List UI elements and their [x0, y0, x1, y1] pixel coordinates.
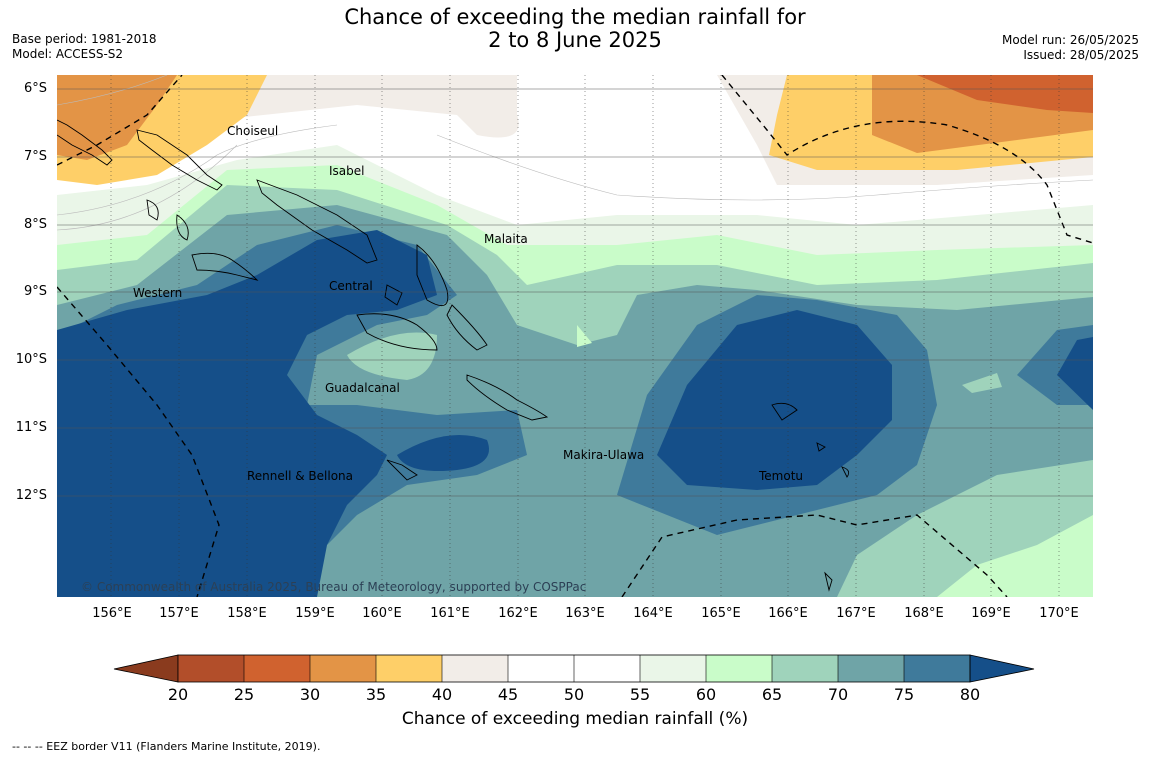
colorbar-30-35: [310, 655, 376, 682]
lon-label-167e: 167°E: [836, 606, 876, 621]
fill-above-80-west: [57, 230, 437, 597]
fill-above-80-mid: [397, 435, 489, 471]
fill-65-70-small: [962, 373, 1002, 393]
base-period: Base period: 1981-2018: [12, 32, 157, 46]
parallel-lines: [57, 88, 1093, 497]
map-title-line2: 2 to 8 June 2025: [488, 28, 662, 52]
colorbar-70-75: [838, 655, 904, 682]
colorbar-tick-50: 50: [563, 685, 585, 704]
colorbar-75-80: [904, 655, 970, 682]
colorbar-55-60: [640, 655, 706, 682]
map-title-line1: Chance of exceeding the median rainfall …: [344, 5, 806, 29]
colorbar-tick-60: 60: [695, 685, 717, 704]
colorbar-tick-65: 65: [761, 685, 783, 704]
lon-label-161e: 161°E: [430, 606, 470, 621]
region-label-makira-ulawa: Makira-Ulawa: [563, 448, 644, 462]
colorbar-tick-55: 55: [629, 685, 651, 704]
rainfall-probability-map: Choiseul Isabel Malaita Central Western …: [57, 75, 1093, 597]
eez-borders: [57, 75, 1093, 597]
lon-label-166e: 166°E: [768, 606, 808, 621]
lon-label-160e: 160°E: [362, 606, 402, 621]
region-label-rennell-bellona: Rennell & Bellona: [247, 469, 353, 483]
lat-label-6s: 6°S: [23, 81, 47, 96]
colorbar-tick-30: 30: [299, 685, 321, 704]
fill-60-65-se: [937, 515, 1093, 597]
colorbar-tick-45: 45: [497, 685, 519, 704]
region-label-isabel: Isabel: [329, 164, 364, 178]
colorbar-tick-25: 25: [233, 685, 255, 704]
model-run: Model run: 26/05/2025: [1001, 33, 1139, 47]
lat-label-9s: 9°S: [23, 284, 47, 299]
region-label-central: Central: [329, 279, 373, 293]
lon-label-164e: 164°E: [633, 606, 673, 621]
colorbar-45-50: [508, 655, 574, 682]
lon-label-169e: 169°E: [971, 606, 1011, 621]
colorbar-60-65: [706, 655, 772, 682]
colorbar-tick-70: 70: [827, 685, 849, 704]
fill-above-80-east: [657, 310, 892, 490]
coastlines: [57, 119, 850, 592]
colorbar-65-70: [772, 655, 838, 682]
lat-label-7s: 7°S: [23, 149, 47, 164]
colorbar-tick-20: 20: [167, 685, 189, 704]
colorbar-35-40: [376, 655, 442, 682]
colorbar-25-30: [244, 655, 310, 682]
colorbar-over-triangle: [969, 654, 1035, 683]
lon-label-156e: 156°E: [92, 606, 132, 621]
region-label-malaita: Malaita: [484, 232, 528, 246]
colorbar-40-45: [442, 655, 508, 682]
copyright-notice: © Commonwealth of Australia 2025, Bureau…: [81, 580, 586, 594]
lon-label-170e: 170°E: [1039, 606, 1079, 621]
colorbar-title: Chance of exceeding median rainfall (%): [401, 709, 749, 729]
colorbar-under-triangle: [113, 654, 179, 683]
lon-label-163e: 163°E: [565, 606, 605, 621]
lat-label-8s: 8°S: [23, 217, 47, 232]
lat-label-12s: 12°S: [15, 488, 47, 503]
fill-25-30-ne: [917, 75, 1093, 113]
lon-label-157e: 157°E: [159, 606, 199, 621]
colorbar-20-25: [178, 655, 244, 682]
colorbar: [113, 654, 1035, 683]
lat-label-11s: 11°S: [15, 420, 47, 435]
fill-above-80-far-east: [1057, 337, 1093, 410]
eez-footnote: -- -- -- EEZ border V11 (Flanders Marine…: [12, 740, 321, 753]
meridian-lines: [110, 75, 1060, 597]
fill-65-70-guadalcanal: [347, 332, 437, 380]
colorbar-tick-35: 35: [365, 685, 387, 704]
region-label-temotu: Temotu: [758, 469, 803, 483]
region-label-guadalcanal: Guadalcanal: [325, 381, 400, 395]
fill-60-65-spot: [577, 325, 592, 347]
colorbar-tick-75: 75: [893, 685, 915, 704]
lon-label-168e: 168°E: [904, 606, 944, 621]
contour-fills: [57, 75, 1093, 597]
colorbar-tick-80: 80: [959, 685, 981, 704]
model-name: Model: ACCESS-S2: [12, 47, 124, 61]
lon-label-165e: 165°E: [701, 606, 741, 621]
region-label-choiseul: Choiseul: [227, 124, 278, 138]
lat-label-10s: 10°S: [15, 352, 47, 367]
region-label-western: Western: [133, 286, 182, 300]
colorbar-tick-40: 40: [431, 685, 453, 704]
lon-label-159e: 159°E: [295, 606, 335, 621]
lon-label-158e: 158°E: [227, 606, 267, 621]
lon-label-162e: 162°E: [498, 606, 538, 621]
colorbar-50-55: [574, 655, 640, 682]
issued-date: Issued: 28/05/2025: [1023, 48, 1139, 62]
